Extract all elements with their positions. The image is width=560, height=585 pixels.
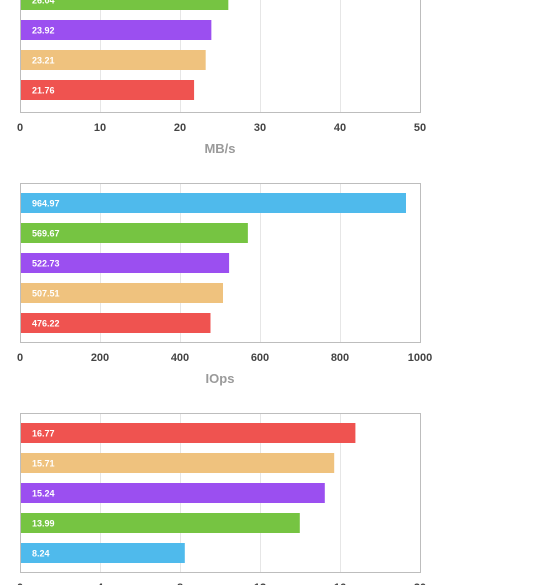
- bar[interactable]: [21, 193, 406, 213]
- bar-value-label: 476.22: [32, 319, 60, 329]
- x-tick-label: 8: [177, 582, 183, 585]
- bar[interactable]: [21, 543, 185, 563]
- bar[interactable]: [21, 483, 325, 503]
- bar[interactable]: [21, 80, 195, 100]
- bar-value-label: 26.04: [32, 0, 55, 6]
- x-axis-title: MB/s: [204, 141, 235, 156]
- plot-frame: [20, 183, 421, 343]
- bar-value-label: 23.92: [32, 26, 55, 36]
- bar-value-label: 21.76: [32, 86, 55, 96]
- bar-value-label: 8.24: [32, 549, 50, 559]
- x-tick-label: 400: [171, 352, 189, 364]
- bar-chart-2: 964.97 569.67 522.73 507.51 476.22 0 200 400 600…: [17, 183, 432, 386]
- bar[interactable]: [21, 423, 356, 443]
- bar-value-label: 16.77: [32, 429, 55, 439]
- bar[interactable]: [21, 283, 224, 303]
- bar[interactable]: [21, 223, 248, 243]
- bar-value-label: 522.73: [32, 259, 60, 269]
- x-axis-title: IOps: [206, 371, 235, 386]
- bar[interactable]: [21, 0, 229, 10]
- x-tick-label: 16: [334, 582, 346, 585]
- bar-value-label: 507.51: [32, 289, 60, 299]
- x-tick-label: 0: [17, 352, 23, 364]
- x-tick-label: 4: [97, 582, 104, 585]
- bar-value-label: 15.24: [32, 489, 55, 499]
- x-tick-label: 50: [414, 122, 426, 134]
- bar[interactable]: [21, 20, 212, 40]
- bar-value-label: 13.99: [32, 519, 55, 529]
- x-tick-label: 600: [251, 352, 269, 364]
- bar-value-label: 569.67: [32, 229, 60, 239]
- bar[interactable]: [21, 513, 300, 533]
- bar-value-label: 15.71: [32, 459, 55, 469]
- x-tick-label: 1000: [408, 352, 432, 364]
- plot-frame: [20, 0, 421, 113]
- x-tick-label: 10: [94, 122, 106, 134]
- x-tick-label: 12: [254, 582, 266, 585]
- bar-value-label: 23.21: [32, 56, 55, 66]
- x-tick-label: 30: [254, 122, 266, 134]
- bar[interactable]: [21, 313, 211, 333]
- bar-value-label: 964.97: [32, 199, 60, 209]
- x-tick-label: 0: [17, 582, 23, 585]
- x-tick-label: 200: [91, 352, 109, 364]
- x-tick-label: 20: [174, 122, 186, 134]
- plot-frame: [20, 413, 421, 573]
- bar[interactable]: [21, 253, 230, 273]
- bar-chart-1: 26.04 23.92 23.21 21.76 0 10 20 30 40 50 MB/s: [17, 0, 426, 156]
- bar[interactable]: [21, 453, 335, 473]
- x-tick-label: 40: [334, 122, 346, 134]
- x-tick-label: 800: [331, 352, 349, 364]
- x-tick-label: 20: [414, 582, 426, 585]
- bar[interactable]: [21, 50, 206, 70]
- x-tick-label: 0: [17, 122, 23, 134]
- bar-chart-3: 16.77 15.71 15.24 13.99 8.24 0 4 8 12 16 20: [17, 413, 426, 585]
